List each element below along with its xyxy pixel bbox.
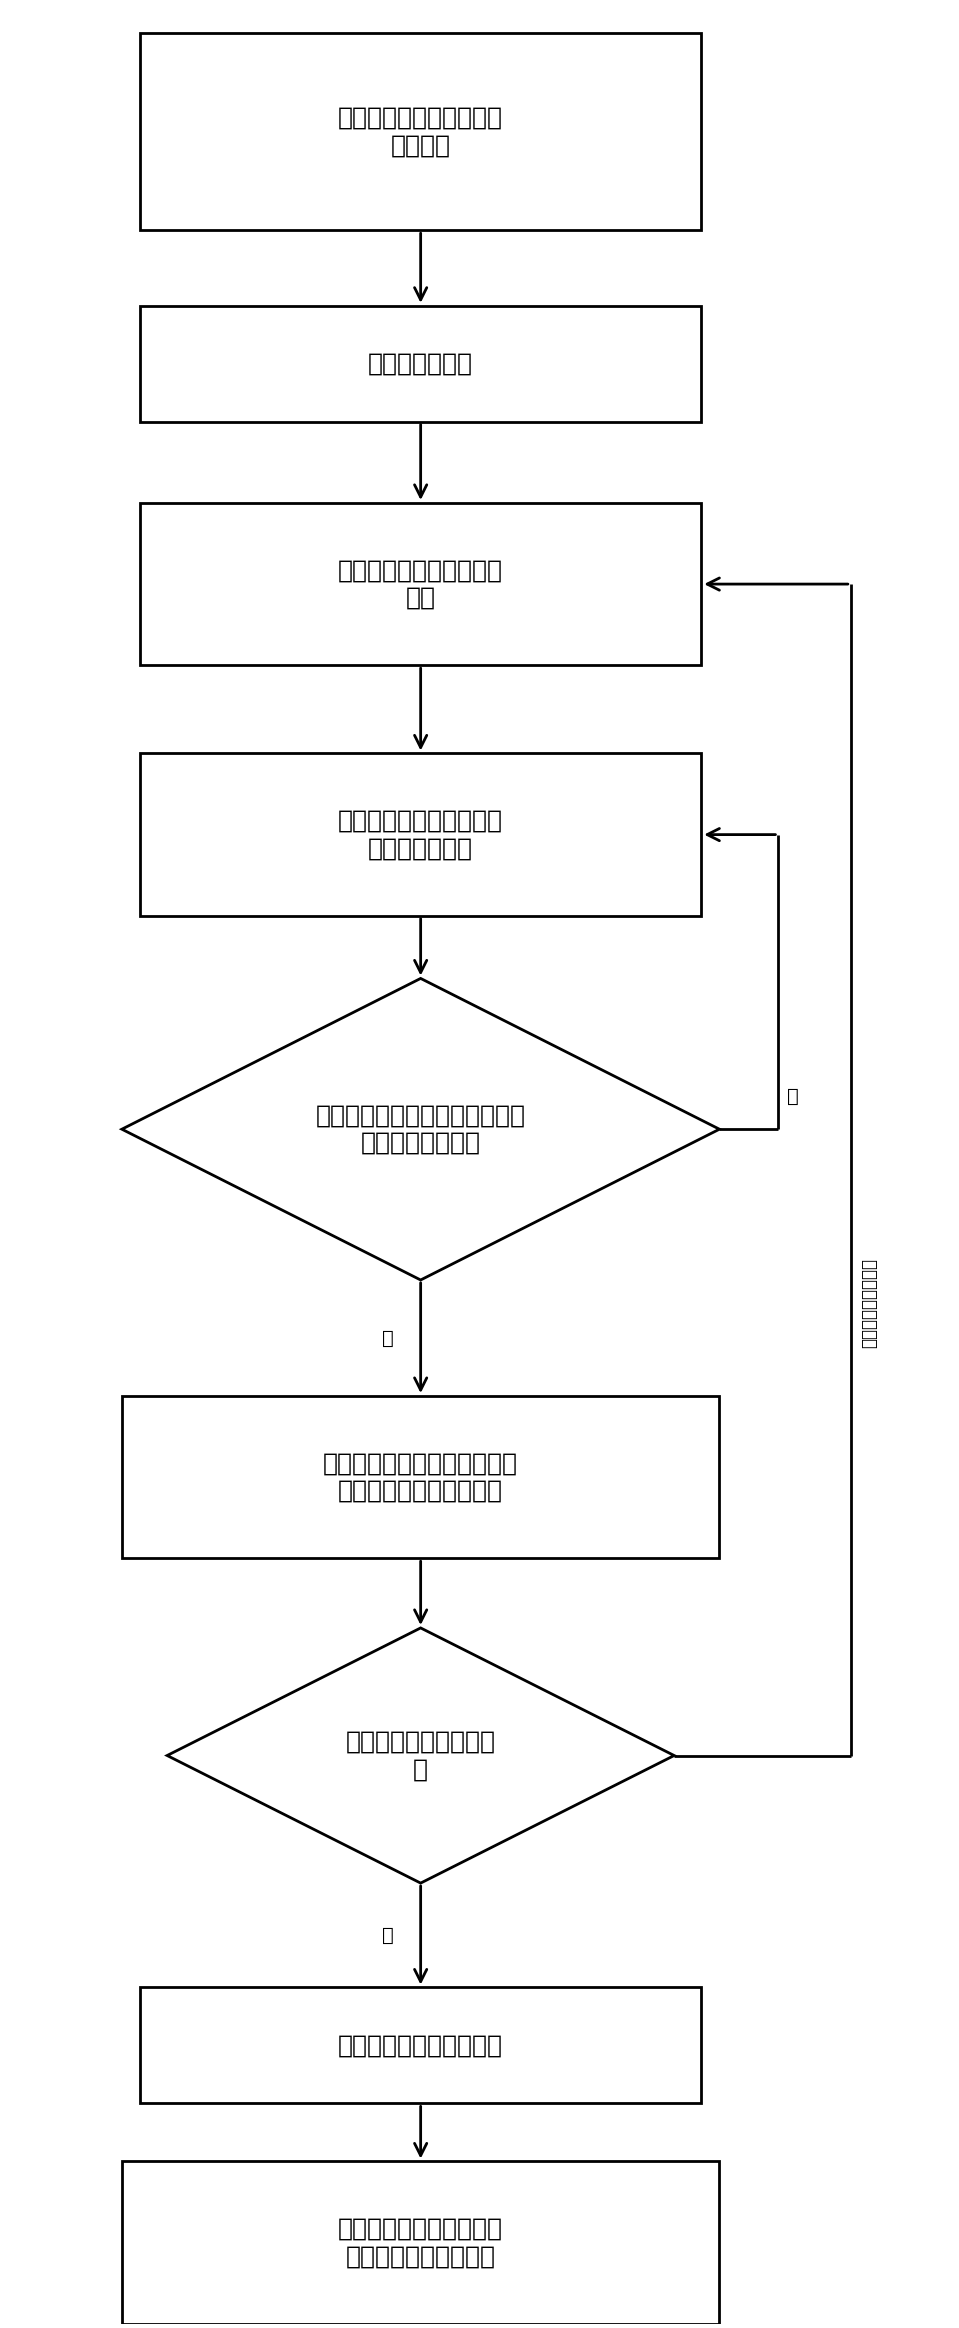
Polygon shape [122,978,719,1280]
Text: 是: 是 [382,1329,393,1348]
Text: 是否完成所有配对块配
对: 是否完成所有配对块配 对 [345,1730,496,1781]
Text: 当前配对距离域各路径目
标距离组合遍历: 当前配对距离域各路径目 标距离组合遍历 [339,808,503,861]
Bar [140,1988,701,2105]
Bar [122,1397,719,1557]
Text: 目标去重，输出距离信息: 目标去重，输出距离信息 [339,2032,503,2058]
Bar [140,503,701,666]
Bar [140,754,701,915]
Text: 确定配对块大小: 确定配对块大小 [368,352,473,375]
Bar [140,33,701,230]
Text: 结合雷达站坐标及目标已
路径距离求解目标坐标: 结合雷达站坐标及目标已 路径距离求解目标坐标 [339,2216,503,2267]
Text: 否: 否 [787,1087,799,1106]
Bar [140,305,701,421]
Polygon shape [167,1627,674,1883]
Text: 是否满足己路径与他路径联合约
束以及己路径约束: 是否满足己路径与他路径联合约 束以及己路径约束 [316,1103,526,1155]
Text: 提取配对距离域上各目标
信息: 提取配对距离域上各目标 信息 [339,559,503,610]
Text: 确定目标在各路径上分布
最大范围: 确定目标在各路径上分布 最大范围 [339,105,503,158]
Text: 是: 是 [382,1925,393,1944]
Text: 否，下一配对块配对: 否，下一配对块配对 [860,1257,877,1348]
Text: 保留配对成功目标信息，从待
配对集合中剔除成功目标: 保留配对成功目标信息，从待 配对集合中剔除成功目标 [323,1450,518,1504]
Bar [122,2160,719,2323]
